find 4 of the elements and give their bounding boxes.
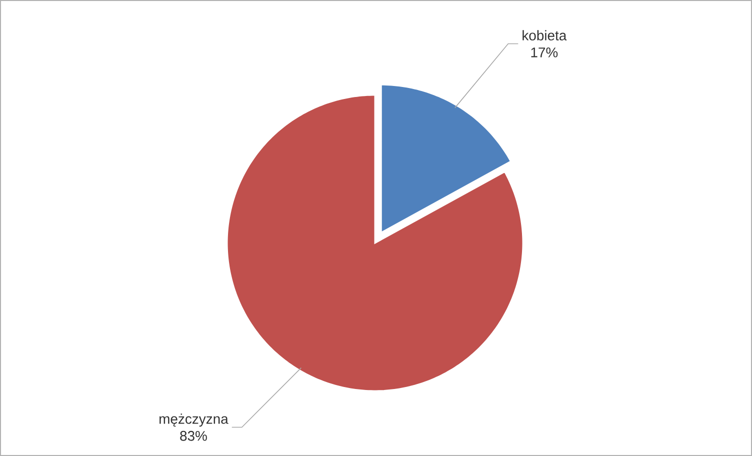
data-label: 17%	[531, 48, 558, 58]
slice-label: kobieta	[522, 30, 567, 40]
data-label: 83%	[180, 430, 207, 441]
slice-label: mężczyzna	[160, 414, 228, 427]
